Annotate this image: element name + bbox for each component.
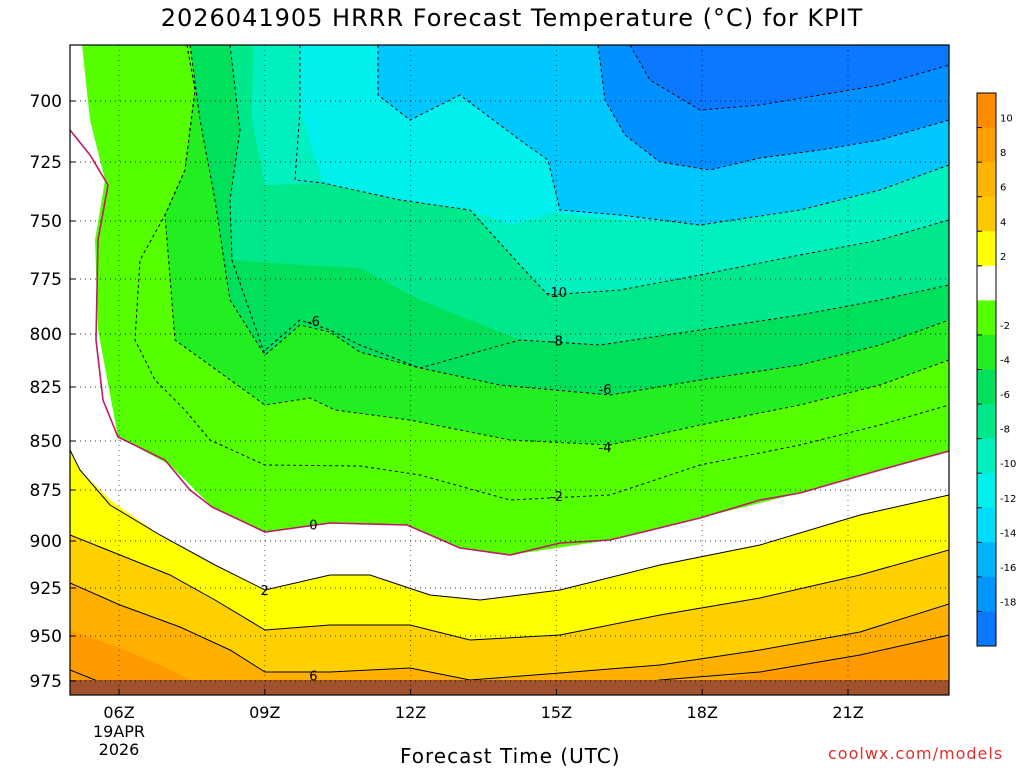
y-axis: 700 725 750 775 800 825 850 875 900 925 950 975 (30, 92, 76, 692)
contour-label-6: 0 (309, 519, 317, 534)
plot-frame (69, 44, 950, 696)
xtick-label-12Z: 12Z (395, 703, 426, 722)
contour-label-2: -6 (307, 315, 320, 330)
colorbar-segment-7 (977, 334, 996, 370)
contour-positive-2 (70, 582, 949, 681)
contour-label-3: -6 (599, 383, 612, 398)
contour-positive-1 (70, 534, 949, 641)
colorbar-segment-3 (977, 196, 996, 232)
colorbar-segment-10 (977, 438, 996, 474)
colorbar-label-6: -4 (1000, 356, 1010, 367)
colorbar-label-10: -12 (1000, 494, 1016, 505)
colorbar-segment-15 (977, 611, 996, 647)
ytick-label-900: 900 (30, 532, 62, 552)
contour-negative-5 (189, 45, 949, 369)
colorbar-segment-8 (977, 369, 996, 405)
contour-negative-7 (134, 45, 949, 501)
colorbar-segment-12 (977, 507, 996, 543)
credit-link[interactable]: coolwx.com/models (828, 744, 1004, 763)
xtick-date-1: 2026 (99, 740, 140, 759)
colorbar-label-11: -14 (1000, 528, 1016, 539)
colorbar-label-7: -6 (1000, 390, 1010, 401)
colorbar-segment-0 (977, 93, 996, 129)
contour-negative-4 (229, 45, 949, 396)
chart-title: 2026041905 HRRR Forecast Temperature (°C… (160, 4, 864, 32)
colorbar-segment-1 (977, 127, 996, 163)
colorbar-segment-13 (977, 542, 996, 578)
ytick-label-825: 825 (30, 378, 62, 398)
band-plus4 (70, 583, 949, 695)
contour-positive-0 (70, 449, 949, 601)
ytick-label-750: 750 (30, 212, 62, 232)
x-axis-label: Forecast Time (UTC) (400, 744, 621, 768)
gridlines (70, 45, 949, 695)
ytick-label-925: 925 (30, 579, 62, 599)
colorbar-label-13: -18 (1000, 597, 1016, 608)
ytick-label-700: 700 (30, 92, 62, 112)
contour-labels: -10 -8 -6 -6 -4 -2 0 2 6 (261, 286, 612, 684)
band-minus18-top (630, 45, 949, 110)
colorbar-label-5: -2 (1000, 321, 1010, 332)
contour-label-8: 6 (309, 670, 317, 685)
ytick-label-725: 725 (30, 153, 62, 173)
colorbar-label-8: -8 (1000, 425, 1010, 436)
contour-freezing (70, 129, 949, 556)
contour-label-1: -8 (550, 334, 563, 349)
colorbar-label-12: -16 (1000, 563, 1016, 574)
xtick-label-09Z: 09Z (249, 703, 280, 722)
colorbar-label-0: 10 (1000, 114, 1013, 125)
band-plus6 (70, 630, 949, 695)
contour-label-4: -4 (599, 441, 612, 456)
band-white (70, 45, 949, 695)
contour-negative-1 (597, 45, 949, 171)
ytick-label-875: 875 (30, 481, 62, 501)
colorbar-segment-2 (977, 162, 996, 198)
contour-negative-0 (629, 45, 949, 111)
colorbar-segment-11 (977, 473, 996, 509)
ytick-label-800: 800 (30, 325, 62, 345)
colorbar-label-3: 4 (1000, 217, 1006, 228)
contour-label-7: 2 (261, 584, 269, 599)
colorbar-label-1: 8 (1000, 148, 1006, 159)
ytick-label-850: 850 (30, 432, 62, 452)
colorbar-segment-14 (977, 576, 996, 612)
xtick-label-06Z: 06Z (103, 703, 134, 722)
xtick-label-15Z: 15Z (541, 703, 572, 722)
ground-strip (70, 680, 949, 695)
xtick-label-18Z: 18Z (687, 703, 718, 722)
colorbar: 10 8 6 4 2 -2 -4 -6 -8 -10 -12 -14 -16 -18 (976, 92, 1016, 647)
plot-area (70, 45, 949, 695)
colorbar-segment-5 (977, 265, 996, 301)
colorbar-label-2: 6 (1000, 183, 1006, 194)
colorbar-segment-4 (977, 231, 996, 267)
xtick-date-0: 19APR (93, 722, 145, 741)
colorbar-segment-9 (977, 404, 996, 440)
ytick-label-975: 975 (30, 672, 62, 692)
colorbar-label-9: -10 (1000, 459, 1016, 470)
contour-label-5: -2 (550, 490, 563, 505)
colorbar-label-4: 2 (1000, 252, 1006, 263)
ytick-label-950: 950 (30, 627, 62, 647)
ytick-label-775: 775 (30, 270, 62, 290)
contour-label-0: -10 (546, 286, 567, 301)
xtick-label-21Z: 21Z (832, 703, 863, 722)
colorbar-segment-6 (977, 300, 996, 336)
